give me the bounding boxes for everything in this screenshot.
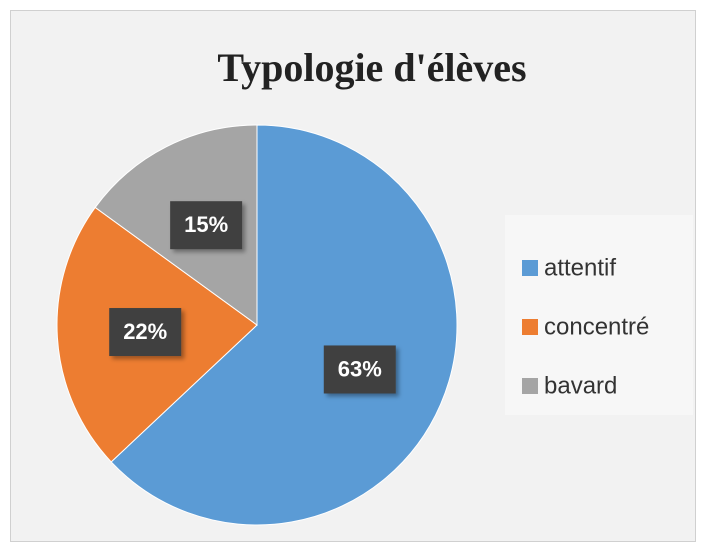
value-label-box xyxy=(323,345,396,394)
legend-label: concentré xyxy=(544,313,649,340)
value-label: 63% xyxy=(338,356,382,381)
value-label-box xyxy=(109,308,182,357)
legend-swatch xyxy=(522,260,538,276)
legend-swatch xyxy=(522,319,538,335)
legend-label: attentif xyxy=(544,254,616,281)
pie-slice xyxy=(110,124,458,526)
value-label: 15% xyxy=(184,212,228,237)
legend-swatch xyxy=(522,378,538,394)
value-label-box xyxy=(170,201,243,250)
legend: attentif concentré bavard xyxy=(522,254,649,399)
value-label: 22% xyxy=(123,319,167,344)
legend-label: bavard xyxy=(544,372,617,399)
chart-title: Typologie d'élèves xyxy=(217,45,526,90)
value-labels: 63% 22% 15% xyxy=(109,201,396,394)
